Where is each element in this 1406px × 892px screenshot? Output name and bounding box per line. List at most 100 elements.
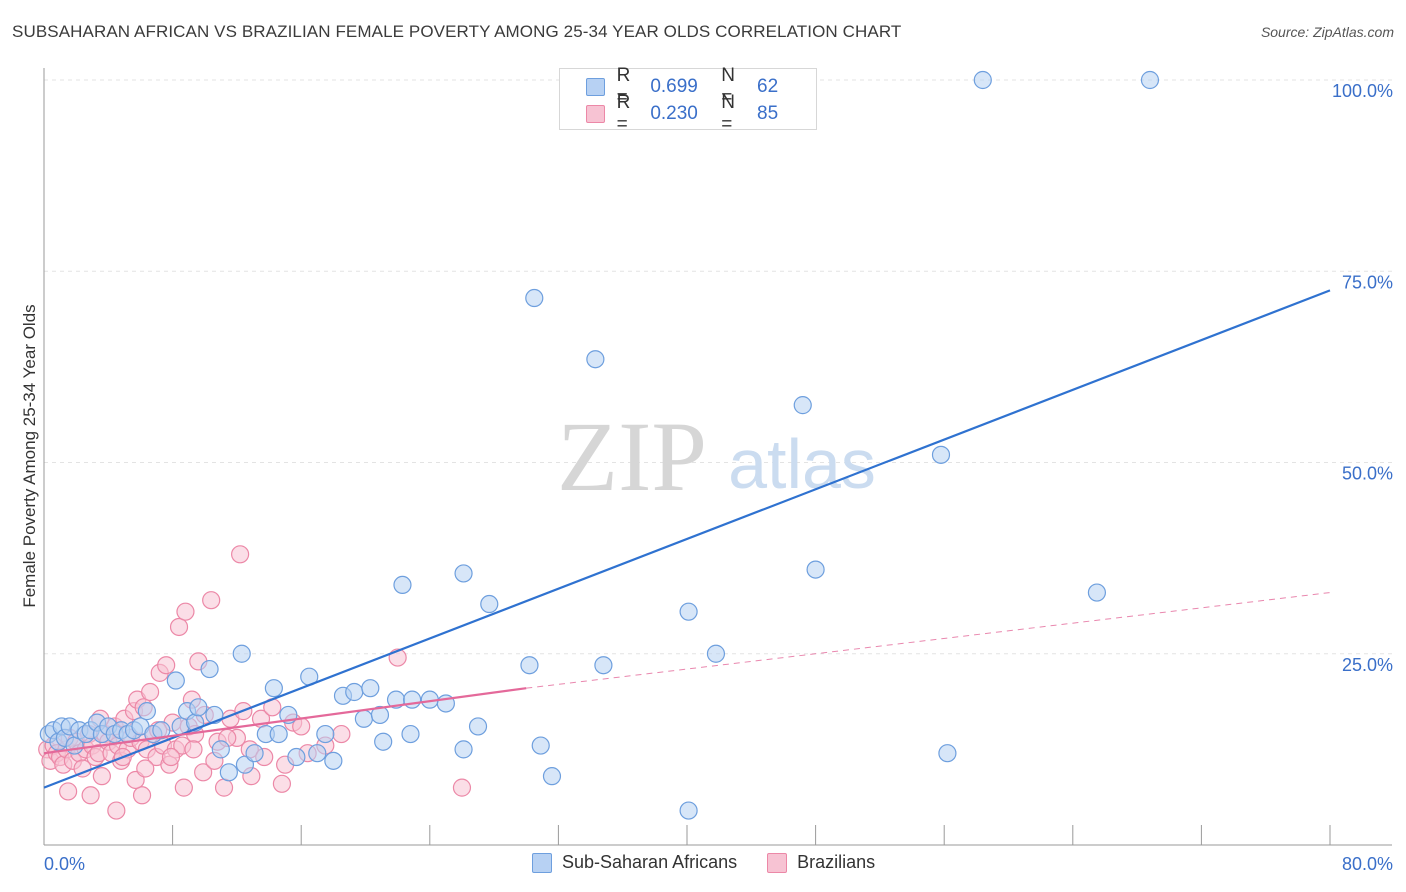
pink-swatch	[586, 105, 605, 123]
source-label: Source: ZipAtlas.com	[1260, 24, 1394, 40]
stats-row-sub-saharan: R = 0.699 N = 62	[586, 65, 816, 108]
legend-item-sub-saharan[interactable]: Sub-Saharan Africans	[532, 852, 737, 873]
sub-saharan-point	[793, 396, 812, 415]
sub-saharan-point	[586, 350, 605, 369]
brazilians-trend-line	[43, 687, 527, 755]
sub-saharan-point	[370, 705, 390, 725]
sub-saharan-point	[542, 767, 562, 786]
brazilians-point	[272, 774, 292, 793]
r-value: 0.699	[650, 76, 698, 97]
sub-saharan-point	[454, 740, 473, 759]
y-tick-label: 75.0%	[1342, 272, 1393, 292]
sub-saharan-point	[1140, 70, 1160, 90]
sub-saharan-point	[468, 717, 488, 736]
r-label: R =	[616, 92, 631, 135]
sub-saharan-point	[393, 575, 412, 595]
brazilians-point	[140, 682, 160, 702]
sub-saharan-point	[361, 679, 380, 698]
sub-saharan-point	[525, 288, 544, 308]
brazilians-point	[92, 767, 111, 786]
y-tick-label: 50.0%	[1342, 464, 1393, 484]
brazilians-point	[214, 778, 234, 797]
x-tick-label-max: 80.0%	[1342, 854, 1393, 874]
blue-swatch	[532, 852, 552, 873]
sub-saharan-point	[454, 564, 473, 583]
sub-saharan-point	[189, 698, 208, 717]
blue-swatch	[586, 78, 605, 96]
sub-saharan-point	[374, 732, 393, 751]
y-tick-label: 25.0%	[1342, 655, 1393, 675]
brazilians-trend-extension	[526, 592, 1331, 689]
sub-saharan-point	[531, 736, 550, 755]
grid-lines	[44, 79, 1392, 655]
sub-saharan-point	[931, 445, 951, 464]
sub-saharan-point	[264, 679, 283, 698]
sub-saharan-point	[1087, 583, 1107, 602]
sub-saharan-point	[938, 744, 957, 763]
sub-saharan-point	[345, 682, 364, 702]
series-legend: Sub-Saharan Africans Brazilians	[532, 852, 905, 873]
sub-saharan-point	[806, 560, 825, 579]
n-label: N =	[721, 65, 736, 108]
sub-saharan-point	[316, 724, 335, 744]
r-value: 0.230	[650, 103, 698, 124]
sub-saharan-point	[973, 70, 992, 90]
axes	[43, 68, 1392, 846]
n-value: 62	[757, 76, 779, 97]
brazilians-point	[194, 763, 213, 782]
r-label: R =	[616, 65, 631, 108]
brazilians-point	[107, 801, 126, 820]
sub-saharan-point	[200, 659, 219, 679]
brazilians-point	[161, 747, 181, 767]
brazilians-point	[169, 617, 189, 637]
sub-saharan-point	[520, 656, 539, 675]
sub-saharan-point	[269, 724, 288, 744]
stats-legend: R = 0.699 N = 62 R = 0.230 N = 85	[559, 65, 817, 135]
brazilians-point	[136, 759, 155, 778]
n-label: N =	[721, 92, 736, 135]
sub-saharan-point	[679, 602, 698, 621]
chart-title: SUBSAHARAN AFRICAN VS BRAZILIAN FEMALE P…	[12, 22, 902, 41]
sub-saharan-point	[152, 721, 171, 740]
sub-saharan-point	[232, 644, 251, 663]
y-tick-label: 100.0%	[1332, 81, 1393, 101]
pink-swatch	[767, 852, 788, 873]
sub-saharan-point	[480, 594, 499, 614]
sub-saharan-point	[166, 671, 185, 690]
brazilians-point	[452, 778, 472, 797]
watermark-zip: ZIP	[557, 401, 707, 512]
brazilians-point	[59, 782, 78, 801]
x-tick-label-min: 0.0%	[44, 854, 85, 874]
brazilians-point	[132, 786, 152, 805]
trend-lines	[43, 289, 1331, 789]
y-tick-labels: 25.0% 50.0% 75.0% 100.0%	[1332, 81, 1393, 675]
legend-label: Sub-Saharan Africans	[562, 852, 738, 872]
sub-saharan-point	[308, 744, 327, 763]
sub-saharan-point	[245, 744, 264, 763]
sub-saharan-point	[211, 740, 230, 759]
y-axis-label: Female Poverty Among 25-34 Year Olds	[20, 304, 39, 608]
sub-saharan-points	[39, 70, 1160, 820]
brazilians-point	[184, 740, 203, 759]
sub-saharan-point	[219, 763, 238, 782]
legend-item-brazilians[interactable]: Brazilians	[767, 852, 875, 873]
n-value: 85	[757, 103, 779, 124]
brazilians-point	[81, 786, 100, 805]
stats-row-brazilians: R = 0.230 N = 85	[586, 92, 816, 135]
sub-saharan-point	[403, 690, 422, 709]
sub-saharan-point	[401, 724, 420, 744]
brazilians-point	[202, 591, 221, 610]
sub-saharan-point	[287, 747, 306, 767]
watermark-atlas: atlas	[728, 425, 876, 503]
brazilians-point	[157, 656, 176, 675]
brazilians-point	[332, 724, 351, 744]
sub-saharan-point	[324, 751, 343, 770]
brazilians-point	[231, 545, 250, 564]
brazilians-point	[176, 602, 195, 621]
sub-saharan-point	[354, 709, 373, 728]
sub-saharan-point	[706, 644, 726, 663]
sub-saharan-point	[679, 801, 698, 820]
watermark: ZIP atlas	[557, 401, 876, 512]
sub-saharan-point	[594, 656, 613, 675]
